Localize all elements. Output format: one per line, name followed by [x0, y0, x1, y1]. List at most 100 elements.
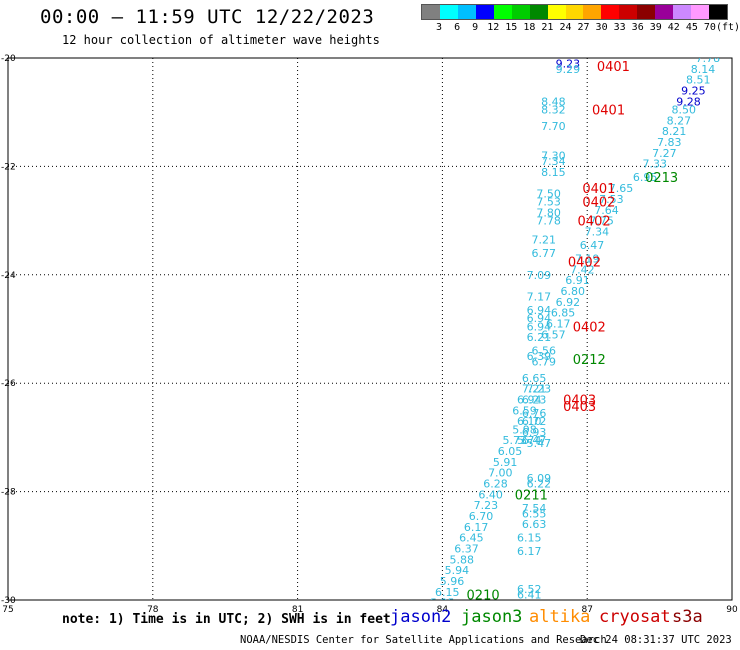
color-swatch	[565, 5, 584, 19]
wave-height-label: 6.22	[527, 477, 552, 490]
legend-cryosat: cryosat	[599, 607, 671, 627]
wave-height-label: 6.72	[522, 415, 547, 428]
legend-jason3: jason3	[461, 607, 523, 627]
color-scale-tick: 15	[505, 22, 518, 33]
wave-height-label: 6.47	[522, 434, 547, 447]
wave-height-label: 7.83	[657, 136, 682, 149]
wave-height-label: 6.92	[556, 296, 581, 309]
color-scale-tick: 12	[487, 22, 500, 33]
wave-height-label: 6.23	[522, 393, 547, 406]
wave-height-label: 6.85	[551, 307, 576, 320]
wave-height-label: 9.29	[556, 63, 581, 76]
color-swatch	[619, 5, 638, 19]
wave-height-label: 7.34	[541, 155, 566, 168]
color-scale-tick: 30	[595, 22, 608, 33]
color-swatch	[583, 5, 602, 19]
wave-height-label: 7.42	[570, 263, 595, 276]
y-tick-label: -22	[1, 162, 16, 172]
wave-height-label: 6.28	[483, 477, 508, 490]
pass-time-label: 0210	[467, 589, 500, 604]
wave-height-label: 7.23	[474, 499, 499, 512]
wave-height-label: 8.32	[541, 103, 566, 116]
pass-time-label: 0401	[582, 182, 615, 197]
plot-frame	[7, 57, 733, 601]
wave-height-label: 7.53	[599, 193, 624, 206]
color-scale-tick: 18	[523, 22, 536, 33]
color-scale-tick: 33	[613, 22, 626, 33]
wave-height-label: 7.75	[589, 215, 614, 228]
x-tick-label: 90	[726, 605, 738, 615]
x-tick-label: 75	[2, 605, 13, 615]
x-tick-label: 84	[437, 605, 449, 615]
color-scale-tick: 3	[436, 22, 443, 33]
color-swatch	[493, 5, 512, 19]
wave-height-label: 6.39	[527, 350, 552, 363]
wave-height-label: 8.14	[691, 63, 716, 76]
color-swatch	[529, 5, 548, 19]
chart-subtitle: 12 hour collection of altimeter wave hei…	[62, 33, 380, 47]
color-scale-tick: 36	[631, 22, 644, 33]
color-swatch	[475, 5, 494, 19]
wave-height-label: 6.17	[546, 318, 571, 331]
color-scale-tick: 42	[667, 22, 680, 33]
wave-height-label: 7.78	[536, 215, 561, 228]
color-scale-ticks: 3 6 9 12 15 18 21 24 27 30 33 36 39 42 45 70 (ft)	[421, 22, 740, 34]
wave-height-label: 6.40	[478, 488, 503, 501]
color-swatch	[439, 5, 458, 19]
wave-height-label: 6.63	[522, 518, 547, 531]
wave-height-label: 7.21	[522, 383, 547, 396]
wave-height-label: 5.74	[517, 434, 542, 447]
wave-height-label: 8.27	[667, 114, 692, 127]
color-scale-tick: 6	[454, 22, 461, 33]
color-scale-tick: 39	[649, 22, 662, 33]
chart-title: 00:00 – 11:59 UTC 12/22/2023	[40, 6, 375, 28]
wave-height-label: 6.17	[517, 545, 542, 558]
color-scale-tick: (ft)	[715, 22, 740, 33]
wave-height-label: 5.47	[527, 437, 552, 450]
wave-height-label: 6.45	[459, 532, 484, 545]
wave-height-label: 8.48	[541, 95, 566, 108]
wave-height-label: 6.77	[532, 247, 557, 260]
wave-height-label: 9.28	[676, 95, 701, 108]
wave-height-label: 6.15	[517, 532, 542, 545]
color-swatch	[709, 5, 727, 19]
wave-height-label: 7.17	[527, 290, 552, 303]
pass-time-label: 0402	[578, 215, 611, 230]
legend-altika: altika	[529, 607, 591, 627]
wave-height-label: 6.79	[532, 356, 557, 369]
credit-line: NOAA/NESDIS Center for Satellite Applica…	[240, 634, 607, 646]
color-scale-tick: 45	[685, 22, 698, 33]
wave-height-label: 6.80	[560, 285, 585, 298]
y-tick-label: -28	[1, 488, 16, 498]
wave-height-label: 6.37	[454, 543, 479, 556]
pass-time-label: 0403	[563, 393, 596, 408]
wave-height-label: 7.78	[696, 52, 721, 65]
pass-time-label: 0403	[563, 400, 596, 415]
wave-height-label: 7.80	[536, 206, 561, 219]
color-scale-tick: 24	[559, 22, 572, 33]
color-swatch	[457, 5, 476, 19]
wave-height-label: 7.65	[609, 182, 634, 195]
wave-height-label: 7.53	[536, 196, 561, 209]
wave-height-label: 6.65	[522, 372, 547, 385]
y-tick-label: -20	[1, 54, 16, 64]
color-swatch	[601, 5, 620, 19]
wave-height-label: 6.17	[464, 521, 489, 534]
color-scale-bar	[421, 4, 728, 20]
x-tick-label: 78	[147, 605, 159, 615]
wave-height-label: 6.95	[633, 171, 658, 184]
wave-height-label: 5.98	[512, 423, 537, 436]
wave-height-label: 7.21	[512, 645, 537, 650]
wave-height-label: 7.27	[652, 147, 677, 160]
color-swatch	[673, 5, 692, 19]
wave-height-label: 6.05	[498, 445, 523, 458]
wave-height-label: 6.21	[527, 331, 552, 344]
color-swatch	[511, 5, 530, 19]
wave-height-label: 6.76	[522, 407, 547, 420]
wave-height-label: 6.47	[580, 239, 605, 252]
wave-height-label: 6.91	[565, 274, 590, 287]
color-swatch	[655, 5, 674, 19]
color-swatch	[637, 5, 656, 19]
wave-height-label: 6.94	[527, 304, 552, 317]
wave-height-label: 5.96	[440, 575, 465, 588]
